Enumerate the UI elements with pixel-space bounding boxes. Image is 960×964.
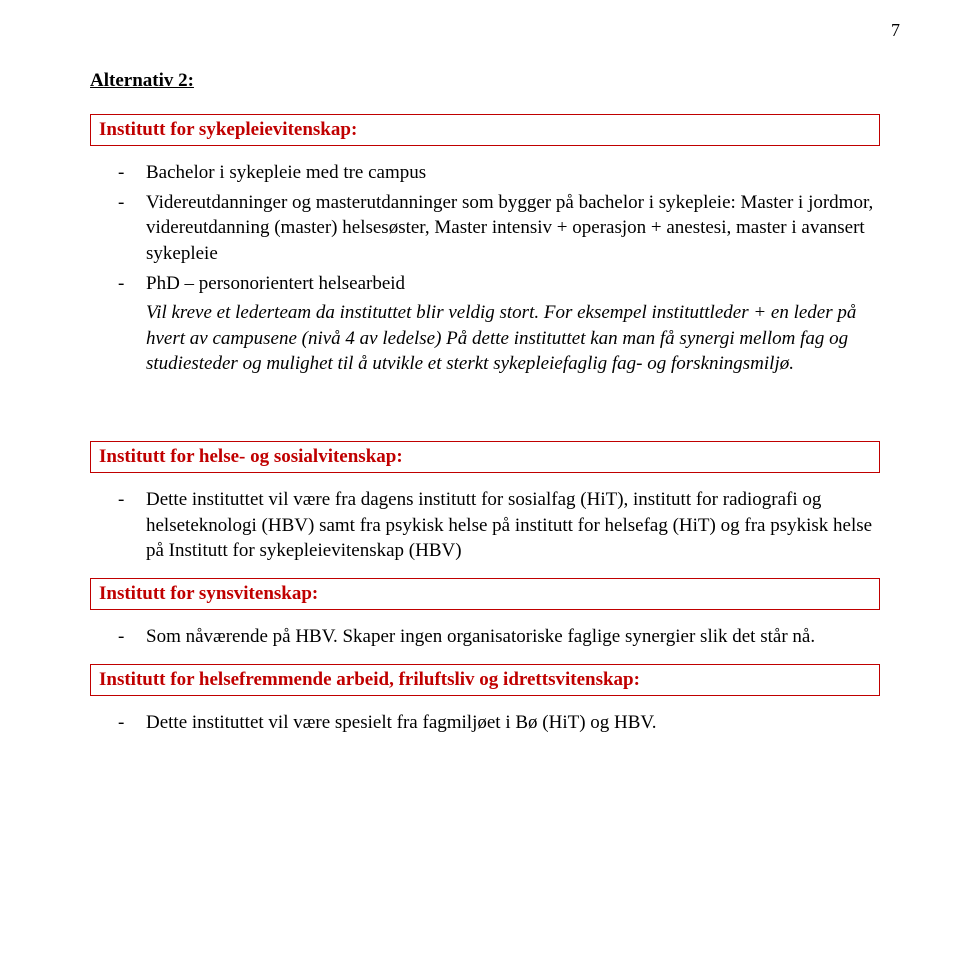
box-title: Institutt for sykepleievitenskap:: [99, 119, 357, 140]
box-helse-sosialvitenskap: Institutt for helse- og sosialvitenskap:: [90, 441, 880, 473]
list-item: Videreutdanninger og masterutdanninger s…: [118, 190, 880, 267]
list-item: Dette instituttet vil være fra dagens in…: [118, 487, 880, 564]
list-item: Bachelor i sykepleie med tre campus: [118, 160, 880, 186]
list-item: PhD – personorientert helsearbeid Vil kr…: [118, 271, 880, 378]
list-item-lead: PhD – personorientert helsearbeid: [146, 273, 405, 294]
list-sykepleievitenskap: Bachelor i sykepleie med tre campus Vide…: [118, 160, 880, 377]
document-page: 7 Alternativ 2: Institutt for sykepleiev…: [0, 0, 960, 787]
italic-commentary: Vil kreve et lederteam da instituttet bl…: [146, 300, 880, 377]
box-helsefremmende: Institutt for helsefremmende arbeid, fri…: [90, 664, 880, 696]
box-title: Institutt for helsefremmende arbeid, fri…: [99, 669, 640, 690]
list-item: Som nåværende på HBV. Skaper ingen organ…: [118, 624, 880, 650]
page-number: 7: [891, 20, 900, 41]
list-item: Dette instituttet vil være spesielt fra …: [118, 710, 880, 736]
list-helse-sosialvitenskap: Dette instituttet vil være fra dagens in…: [118, 487, 880, 564]
list-synsvitenskap: Som nåværende på HBV. Skaper ingen organ…: [118, 624, 880, 650]
box-title: Institutt for helse- og sosialvitenskap:: [99, 446, 403, 467]
box-title: Institutt for synsvitenskap:: [99, 583, 318, 604]
box-synsvitenskap: Institutt for synsvitenskap:: [90, 578, 880, 610]
section-heading: Alternativ 2:: [90, 70, 880, 92]
list-helsefremmende: Dette instituttet vil være spesielt fra …: [118, 710, 880, 736]
box-sykepleievitenskap: Institutt for sykepleievitenskap:: [90, 114, 880, 146]
